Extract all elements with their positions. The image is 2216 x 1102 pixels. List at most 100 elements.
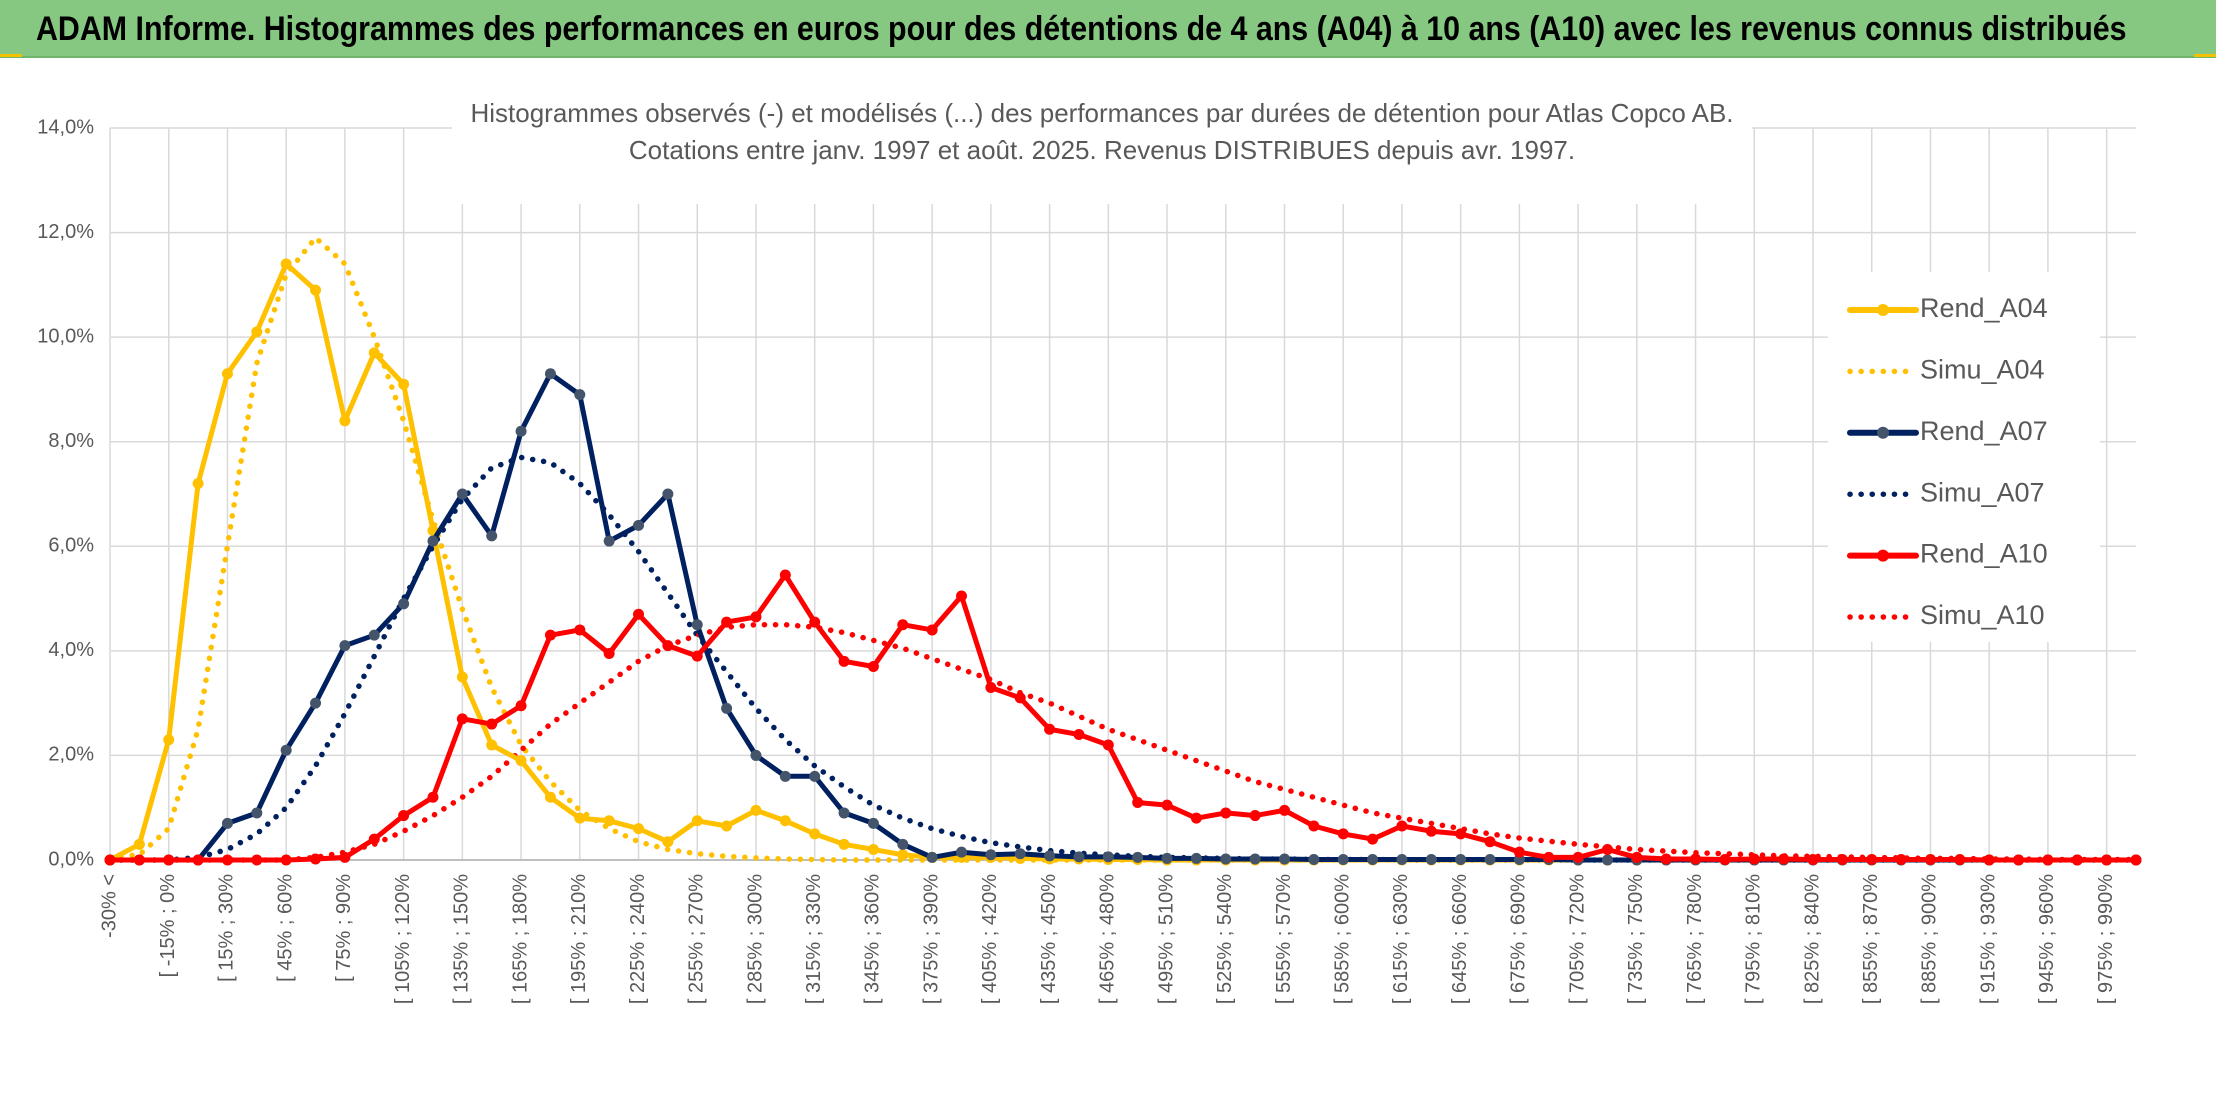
data-point-rend-a10	[1455, 828, 1467, 840]
series-line-simu-a07	[107, 454, 2139, 863]
data-point-rend-a10	[104, 854, 116, 866]
x-tick-label: [ 45% ; 60%	[274, 874, 296, 982]
data-point-rend-a10	[280, 854, 292, 866]
data-point-rend-a07	[1161, 852, 1173, 864]
data-point-rend-a10	[603, 647, 615, 659]
data-point-rend-a04	[339, 415, 351, 427]
data-point-rend-a10	[574, 624, 586, 636]
corner-accent-left	[0, 54, 22, 57]
x-tick-label: [ 285% ; 300%	[744, 874, 766, 1004]
y-axis: 0,0% 2,0% 4,0% 6,0% 8,0% 10,0% 12,0% 14,0%	[37, 116, 94, 870]
legend-box	[1828, 272, 2100, 642]
data-point-rend-a07	[809, 770, 821, 782]
data-point-rend-a04	[544, 791, 556, 803]
x-tick-label: [ 255% ; 270%	[686, 874, 708, 1004]
data-point-rend-a04	[486, 739, 498, 751]
data-point-rend-a07	[691, 619, 703, 631]
chart-area: 0,0% 2,0% 4,0% 6,0% 8,0% 10,0% 12,0% 14,0% -30%…	[0, 60, 2216, 1102]
data-point-rend-a10	[1807, 853, 1819, 865]
data-point-rend-a10	[1924, 853, 1936, 865]
x-tick-label: [ 945% ; 960%	[2036, 874, 2058, 1004]
data-point-rend-a10	[691, 650, 703, 662]
chart-title: Histogrammes observés (-) et modélisés (…	[470, 98, 1733, 128]
data-point-rend-a07	[956, 846, 968, 858]
data-point-rend-a07	[985, 849, 997, 861]
page-header: ADAM Informe. Histogrammes des performan…	[0, 0, 2216, 58]
data-point-rend-a07	[721, 702, 733, 714]
y-tick-label: 6,0%	[48, 535, 94, 557]
data-point-rend-a04	[310, 284, 322, 296]
data-point-rend-a04	[574, 812, 586, 824]
data-point-rend-a07	[544, 368, 556, 380]
x-tick-label: [ 525% ; 540%	[1214, 874, 1236, 1004]
data-point-rend-a10	[1719, 853, 1731, 865]
data-point-rend-a07	[280, 744, 292, 756]
data-point-rend-a10	[838, 655, 850, 667]
data-point-rend-a10	[1132, 796, 1144, 808]
data-point-rend-a04	[192, 478, 204, 490]
data-point-rend-a10	[721, 616, 733, 628]
x-tick-label: [ 825% ; 840%	[1801, 874, 1823, 1004]
data-point-rend-a07	[603, 535, 615, 547]
x-tick-label: [ 675% ; 690%	[1508, 874, 1530, 1004]
data-point-rend-a07	[398, 598, 410, 610]
data-point-rend-a04	[398, 378, 410, 390]
data-point-rend-a07	[1425, 853, 1437, 865]
legend-label: Simu_A10	[1920, 600, 2045, 630]
data-point-rend-a10	[2101, 854, 2113, 866]
x-tick-label: [ 585% ; 600%	[1331, 874, 1353, 1004]
x-tick-label: [ 975% ; 990%	[2095, 874, 2117, 1004]
data-point-rend-a10	[633, 608, 645, 620]
data-point-rend-a10	[427, 791, 439, 803]
data-point-rend-a07	[574, 389, 586, 401]
data-point-rend-a07	[1102, 851, 1114, 863]
data-point-rend-a10	[1073, 729, 1085, 741]
chart-subtitle: Cotations entre janv. 1997 et août. 2025…	[629, 135, 1575, 165]
data-point-rend-a10	[456, 713, 468, 725]
data-point-rend-a10	[779, 569, 791, 581]
data-point-rend-a10	[1866, 853, 1878, 865]
data-point-rend-a10	[1660, 853, 1672, 865]
data-point-rend-a07	[1190, 852, 1202, 864]
data-point-rend-a07	[750, 749, 762, 761]
data-point-rend-a10	[1748, 853, 1760, 865]
data-point-rend-a07	[1073, 851, 1085, 863]
data-point-rend-a07	[897, 838, 909, 850]
data-point-rend-a10	[897, 619, 909, 631]
x-tick-label: -30% <	[98, 874, 120, 938]
data-point-rend-a04	[633, 823, 645, 835]
data-point-rend-a07	[633, 519, 645, 531]
data-point-rend-a10	[1484, 836, 1496, 848]
data-point-rend-a10	[1983, 854, 1995, 866]
data-point-rend-a04	[662, 836, 674, 848]
data-point-rend-a07	[251, 807, 263, 819]
data-point-rend-a07	[838, 807, 850, 819]
y-tick-label: 0,0%	[48, 848, 94, 870]
data-point-rend-a07	[1484, 853, 1496, 865]
corner-accent-right	[2194, 54, 2216, 57]
data-point-rend-a07	[1308, 853, 1320, 865]
data-point-rend-a10	[867, 661, 879, 673]
data-point-rend-a10	[221, 854, 233, 866]
data-point-rend-a10	[1396, 820, 1408, 832]
data-point-rend-a10	[339, 851, 351, 863]
data-point-rend-a10	[926, 624, 938, 636]
data-point-rend-a10	[192, 854, 204, 866]
x-tick-label: [ 435% ; 450%	[1038, 874, 1060, 1004]
data-point-rend-a04	[456, 671, 468, 683]
data-point-rend-a10	[1102, 739, 1114, 751]
data-point-rend-a10	[398, 810, 410, 822]
data-point-rend-a04	[721, 820, 733, 832]
data-point-rend-a07	[368, 629, 380, 641]
x-tick-label: [ 645% ; 660%	[1449, 874, 1471, 1004]
data-point-rend-a07	[310, 697, 322, 709]
data-point-rend-a04	[515, 755, 527, 767]
legend-label: Simu_A04	[1920, 355, 2045, 385]
data-point-rend-a07	[486, 530, 498, 542]
data-point-rend-a10	[1778, 853, 1790, 865]
data-point-rend-a07	[779, 770, 791, 782]
data-point-rend-a07	[515, 425, 527, 437]
series-line-rend-a10	[107, 572, 2139, 863]
x-tick-label: [ 15% ; 30%	[216, 874, 238, 982]
data-point-rend-a10	[1044, 723, 1056, 735]
